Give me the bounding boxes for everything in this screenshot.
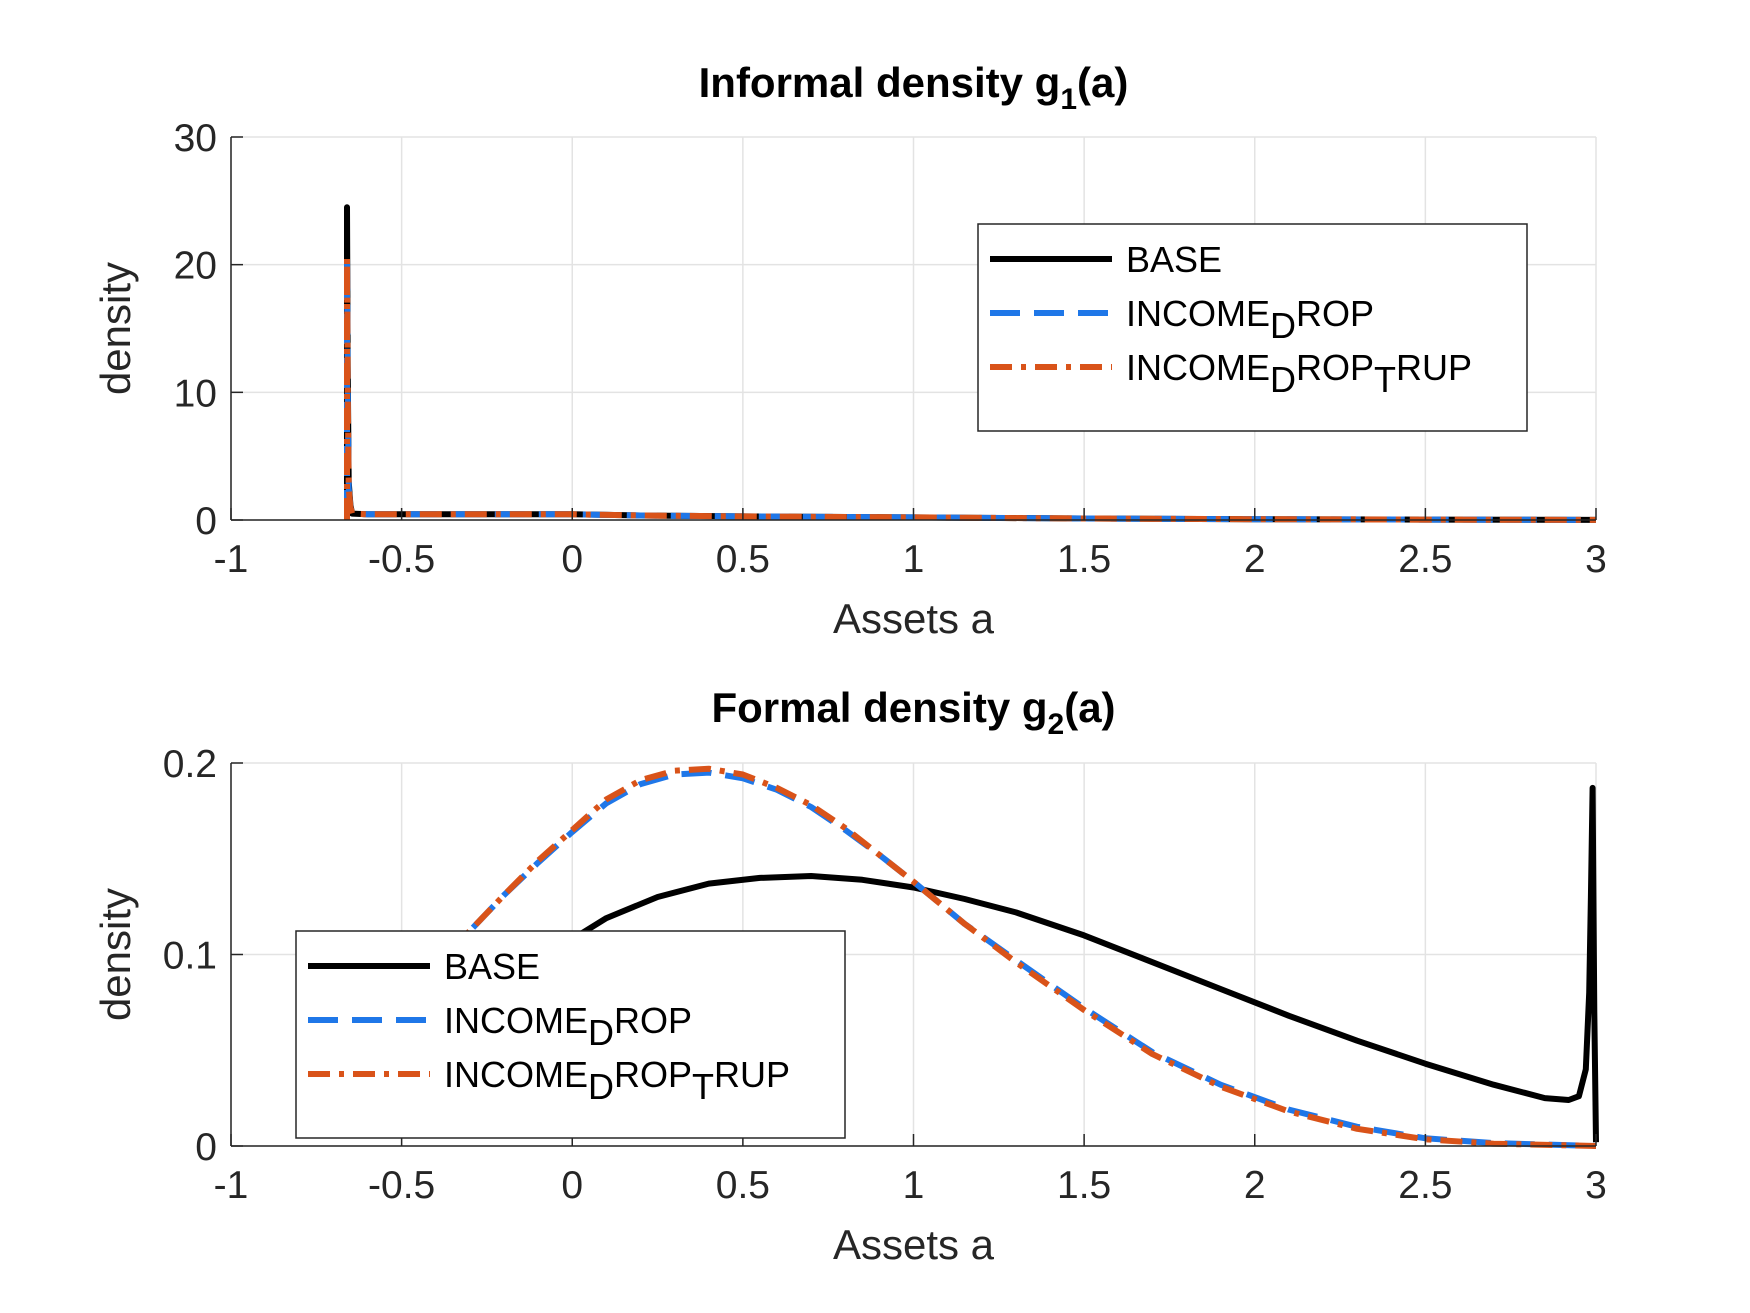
legend-label-part: D xyxy=(588,1066,614,1107)
y-tick-label: 0.2 xyxy=(163,743,217,786)
x-tick-label: 0.5 xyxy=(716,1164,770,1207)
legend-label-base: BASE xyxy=(444,946,540,987)
y-tick-label: 0 xyxy=(195,1126,217,1169)
x-tick-label: 2 xyxy=(1244,538,1266,581)
x-tick-label: 0.5 xyxy=(716,538,770,581)
x-tick-label: 2 xyxy=(1244,1164,1266,1207)
legend-label-part: ROP xyxy=(614,1000,692,1041)
x-tick-label: 1.5 xyxy=(1057,538,1111,581)
chart-title-subscript: 2 xyxy=(1048,708,1065,741)
chart-title-text: Informal density g xyxy=(699,59,1061,106)
x-tick-label: 3 xyxy=(1585,538,1607,581)
x-tick-label: 2.5 xyxy=(1398,1164,1452,1207)
x-tick-label: 1.5 xyxy=(1057,1164,1111,1207)
chart-title-subscript: 1 xyxy=(1060,83,1077,116)
legend-label-incomedrop: INCOMEDROP xyxy=(1126,293,1374,346)
x-tick-label: 0 xyxy=(561,1164,583,1207)
x-axis-label: Assets a xyxy=(833,595,995,642)
legend-label-part: INCOME xyxy=(1126,347,1270,388)
legend-label-part: RUP xyxy=(1396,347,1472,388)
series-line-incomedroptrup xyxy=(345,765,1597,1149)
legend-label-part: INCOME xyxy=(444,1054,588,1095)
x-tick-label: 0 xyxy=(561,538,583,581)
y-tick-label: 0 xyxy=(195,500,217,543)
legend-label-part: D xyxy=(1270,305,1296,346)
legend-label-incomedroptrup: INCOMEDROPTRUP xyxy=(1126,347,1472,400)
x-tick-label: 1 xyxy=(903,538,925,581)
legend-label-incomedrop: INCOMEDROP xyxy=(444,1000,692,1053)
x-tick-label: -1 xyxy=(214,1164,249,1207)
x-tick-label: 2.5 xyxy=(1398,538,1452,581)
legend-label-part: ROP xyxy=(1296,293,1374,334)
y-axis-label: density xyxy=(92,888,139,1021)
y-tick-label: 0.1 xyxy=(163,935,217,978)
legend-label-part: BASE xyxy=(1126,239,1222,280)
legend-label-incomedroptrup: INCOMEDROPTRUP xyxy=(444,1054,790,1107)
x-axis-label: Assets a xyxy=(833,1221,995,1268)
legend-label-part: ROP xyxy=(1296,347,1374,388)
legend-label-part: D xyxy=(1270,359,1296,400)
x-tick-label: 1 xyxy=(903,1164,925,1207)
chart-title: Formal density g2(a) xyxy=(711,684,1115,741)
legend-label-part: BASE xyxy=(444,946,540,987)
y-axis-label: density xyxy=(92,262,139,395)
legend-label-part: INCOME xyxy=(1126,293,1270,334)
legend-label-base: BASE xyxy=(1126,239,1222,280)
y-tick-label: 10 xyxy=(174,372,217,415)
x-tick-label: -1 xyxy=(214,538,249,581)
chart-title-text: Formal density g xyxy=(711,684,1047,731)
series-line-incomedroptrup xyxy=(344,255,1597,523)
y-tick-label: 30 xyxy=(174,117,217,160)
legend-label-part: ROP xyxy=(614,1054,692,1095)
x-tick-label: -0.5 xyxy=(368,1164,435,1207)
legend-label-part: INCOME xyxy=(444,1000,588,1041)
chart-title-suffix: (a) xyxy=(1064,684,1115,731)
legend-label-part: RUP xyxy=(714,1054,790,1095)
x-tick-label: -0.5 xyxy=(368,538,435,581)
subplot-2: -1 -0.5 0 0.5 1 1.5 2 2.5 3 0 0.1 0.2 Assets a densit… xyxy=(92,684,1607,1268)
y-tick-label: 20 xyxy=(174,245,217,288)
legend-label-part: D xyxy=(588,1012,614,1053)
legend-label-part: T xyxy=(1374,359,1396,400)
chart-title-suffix: (a) xyxy=(1077,59,1128,106)
x-tick-label: 3 xyxy=(1585,1164,1607,1207)
series-line-base xyxy=(345,784,1599,1143)
chart-title: Informal density g1(a) xyxy=(699,59,1129,116)
legend-label-part: T xyxy=(692,1066,714,1107)
